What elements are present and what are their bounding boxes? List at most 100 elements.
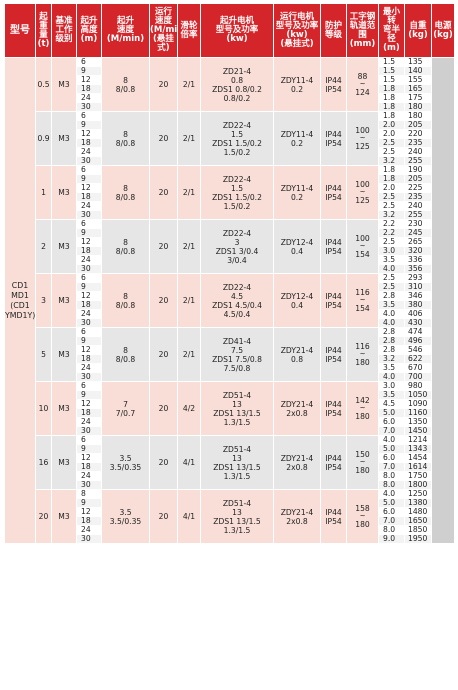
protection-cell: IP44 IP54 [320,165,347,220]
line: IP44 [325,345,342,355]
table-row: 24 8.0 1750 [5,471,455,481]
table-row: 2 M3 6 8 8/0.8 20 2/1 ZD22-4 3 ZDS1 3/0.4 3/0.4 ZDY… [5,219,455,274]
lift-height-cell: 9 [76,174,102,184]
table-row: 10 M3 6 7 7/0.7 20 4/2 ZD51-4 13 ZDS1 13/1.5 1.3/1… [5,381,455,436]
line: ~ [359,296,366,304]
line: ZDY11-4 [280,75,314,85]
turn-radius-cell: 8.0 [378,480,405,490]
line: 型号及功率 [215,25,259,35]
line: (kg) [408,29,428,40]
weight-cell: 320 [404,246,432,256]
line: 100 [355,234,370,243]
line: ZDY12-4 [280,291,314,301]
duty-class-cell: M3 [51,381,77,436]
lift-height-cell: 30 [76,372,102,382]
lift-height-cell: 9 [76,282,102,292]
line: 180 [355,358,370,367]
weight-cell: 205 [404,120,432,130]
lift-height-cell: 24 [76,255,102,265]
turn-radius-cell: 2.8 [378,336,405,346]
line: IP44 [325,75,342,85]
capacity-cell: 0.9 [35,111,52,166]
table-row: 1 M3 6 8 8/0.8 20 2/1 ZD22-4 1.5 ZDS1 1.5/0.2 1.5/… [5,165,455,220]
duty-class-cell: M3 [51,435,77,490]
turn-radius-cell: 5.0 [378,408,405,418]
line: IP54 [325,408,342,418]
table-row: 18 3.0 320 [5,246,455,256]
turn-radius-cell: 2.5 [378,192,405,202]
reeving-cell: 2/1 [177,219,201,274]
line: ZD22-4 [222,120,252,130]
line: 滑轮 [180,20,198,31]
weight-cell: 1090 [404,399,432,409]
header-track: 工字钢 轨道范围 (mm) [346,3,379,58]
line: 运行 [154,7,172,17]
line: (m) [383,43,400,53]
weight-cell: 474 [404,327,432,337]
turn-radius-cell: 1.8 [378,93,405,103]
line: 0.8 [290,354,304,364]
line: 8 [123,183,128,193]
turn-radius-cell: 7.0 [378,426,405,436]
lift-height-cell: 12 [76,75,102,85]
line: (M/min) [106,34,145,44]
travel-motor-cell: ZDY11-4 0.2 [273,57,321,112]
line: 100 [355,180,370,189]
lift-height-cell: 24 [76,93,102,103]
travel-motor-cell: ZDY21-4 2x0.8 [273,489,321,544]
lift-height-cell: 18 [76,354,102,364]
turn-radius-cell: 2.2 [378,219,405,229]
lift-height-cell: 30 [76,318,102,328]
turn-radius-cell: 2.0 [378,120,405,130]
header-radius: 最小转 弯半径 (m) [378,3,405,58]
lift-height-cell: 12 [76,453,102,463]
reeving-cell: 2/1 [177,111,201,166]
line: 125 [355,196,370,205]
weight-cell: 165 [404,84,432,94]
lift-height-cell: 30 [76,426,102,436]
weight-cell: 1650 [404,516,432,526]
line: 1.5/0.2 [223,147,251,157]
weight-cell: 1454 [404,453,432,463]
line: ZD22-4 [222,174,252,184]
line: ZD41-4 [222,336,252,346]
weight-cell: 700 [404,372,432,382]
lift-height-cell: 6 [76,381,102,391]
line: ZDS1 4.5/0.4 [212,300,262,310]
line: ~ [359,458,366,466]
turn-radius-cell: 6.0 [378,507,405,517]
table-row: 18 7.0 1614 [5,462,455,472]
weight-cell: 1614 [404,462,432,472]
lift-height-cell: 12 [76,291,102,301]
turn-radius-cell: 3.5 [378,300,405,310]
lift-height-cell: 18 [76,192,102,202]
table-row: 3 M3 6 8 8/0.8 20 2/1 ZD22-4 4.5 ZDS1 4.5/0.4 4.5/… [5,273,455,328]
table-row: 18 3.5 380 [5,300,455,310]
turn-radius-cell: 5.0 [378,444,405,454]
weight-cell: 220 [404,129,432,139]
turn-radius-cell: 2.5 [378,201,405,211]
table-row: 9 2.0 205 [5,120,455,130]
table-row: 12 2.8 346 [5,291,455,301]
lift-motor-cell: ZD22-4 3 ZDS1 3/0.4 3/0.4 [200,219,274,274]
line: (t) [37,38,50,49]
turn-radius-cell: 3.2 [378,156,405,166]
lift-height-cell: 6 [76,435,102,445]
table-row: 24 4.0 406 [5,309,455,319]
table-row: 18 5.0 1160 [5,408,455,418]
lift-speed-cell: 3.5 3.5/0.35 [101,435,150,490]
weight-cell: 225 [404,183,432,193]
turn-radius-cell: 2.5 [378,138,405,148]
lift-motor-cell: ZD22-4 1.5 ZDS1 1.5/0.2 1.5/0.2 [200,165,274,220]
protection-cell: IP44 IP54 [320,435,347,490]
line: 1.5/0.2 [223,201,251,211]
line: IP44 [325,129,342,139]
lift-height-cell: 30 [76,264,102,274]
lift-motor-cell: ZD21-4 0.8 ZDS1 0.8/0.2 0.8/0.2 [200,57,274,112]
line: 工字钢 [349,11,376,22]
weight-cell: 980 [404,381,432,391]
model-cell: CD1 MD1 (CD1 YMD1Y) [4,57,36,544]
header-reeving: 滑轮 倍率 [177,3,201,58]
turn-radius-cell: 1.5 [378,57,405,67]
weight-cell: 546 [404,345,432,355]
